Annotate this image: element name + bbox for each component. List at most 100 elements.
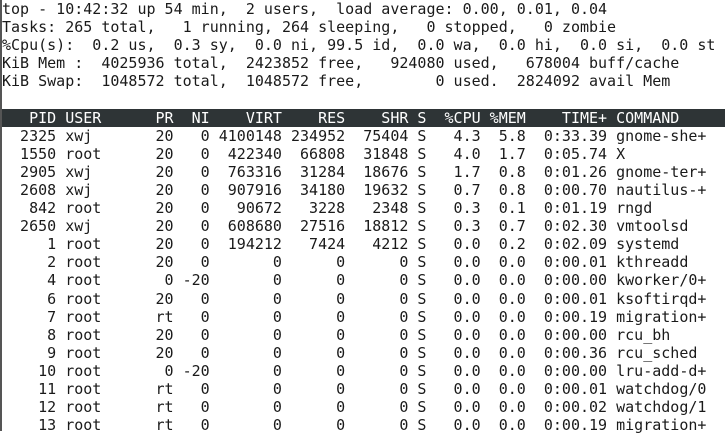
cell-time: 0:33.39 (525, 126, 608, 145)
cell-cpu: 0.0 (426, 398, 481, 417)
cell-virt: 907916 (209, 180, 282, 199)
process-row: 2905 xwj 20 0 763316 31284 18676 S 1.7 0… (2, 163, 725, 181)
cell-pid: 6 (2, 289, 57, 308)
cell-virt: 194212 (209, 235, 282, 254)
cell-pid: 8 (2, 325, 57, 344)
cell-res: 0 (281, 271, 346, 290)
cell-ni: 0 (173, 398, 210, 417)
cell-cpu: 0.0 (426, 253, 481, 272)
cell-res: 3228 (281, 199, 346, 218)
cell-mem: 0.1 (480, 199, 526, 218)
cell-shr: 0 (345, 307, 409, 326)
process-row: 10 root 0 -20 0 0 0 S 0.0 0.0 0:00.00 lr… (2, 362, 725, 380)
cell-pr: rt (137, 398, 174, 417)
cell-user: root (56, 325, 138, 344)
cell-pid: 2325 (2, 126, 57, 145)
cell-time: 0:02.09 (525, 235, 608, 254)
cell-res: 0 (281, 343, 346, 362)
cell-pr: 0 (137, 271, 174, 290)
cell-time: 0:00.19 (525, 416, 608, 434)
cell-state: S (408, 253, 427, 272)
cell-ni: 0 (173, 307, 210, 326)
cell-mem: 1.7 (480, 144, 526, 163)
process-row: 13 root rt 0 0 0 0 S 0.0 0.0 0:00.19 mig… (2, 416, 725, 434)
cell-ni: 0 (173, 416, 210, 434)
cell-ni: 0 (173, 162, 210, 181)
column-header-res: RES (281, 108, 346, 127)
cell-user: root (56, 343, 138, 362)
cell-pid: 11 (2, 379, 57, 398)
cell-pr: 20 (137, 325, 174, 344)
cell-pr: 20 (137, 199, 174, 218)
cell-user: root (56, 361, 138, 380)
cell-mem: 0.0 (480, 343, 526, 362)
cell-virt: 0 (209, 379, 282, 398)
cell-pid: 1550 (2, 144, 57, 163)
cell-virt: 0 (209, 307, 282, 326)
cell-shr: 0 (345, 416, 409, 434)
process-row: 842 root 20 0 90672 3228 2348 S 0.3 0.1 … (2, 199, 725, 217)
process-row: 1550 root 20 0 422340 66808 31848 S 4.0 … (2, 145, 725, 163)
cell-state: S (408, 416, 427, 434)
cell-ni: -20 (173, 361, 210, 380)
cell-user: root (56, 271, 138, 290)
mem-line: KiB Mem : 4025936 total, 2423852 free, 9… (2, 54, 680, 73)
cell-cpu: 4.0 (426, 144, 481, 163)
cell-mem: 0.0 (480, 416, 526, 434)
cell-cpu: 0.0 (426, 307, 481, 326)
cell-ni: 0 (173, 379, 210, 398)
cell-time: 0:02.30 (525, 217, 608, 236)
cell-pid: 842 (2, 199, 57, 218)
cell-mem: 0.2 (480, 235, 526, 254)
cell-command: ksoftirqd+ (607, 289, 707, 308)
process-row: 9 root 20 0 0 0 0 S 0.0 0.0 0:00.36 rcu_… (2, 344, 725, 362)
process-row: 11 root rt 0 0 0 0 S 0.0 0.0 0:00.01 wat… (2, 380, 725, 398)
cell-state: S (408, 162, 427, 181)
cell-user: root (56, 144, 138, 163)
cell-mem: 0.0 (480, 307, 526, 326)
process-row: 4 root 0 -20 0 0 0 S 0.0 0.0 0:00.00 kwo… (2, 271, 725, 289)
cell-ni: 0 (173, 235, 210, 254)
cell-pr: 20 (137, 126, 174, 145)
cell-shr: 0 (345, 343, 409, 362)
cell-res: 7424 (281, 235, 346, 254)
cell-user: xwj (56, 180, 138, 199)
tasks-line: Tasks: 265 total, 1 running, 264 sleepin… (2, 18, 617, 37)
cell-time: 0:01.19 (525, 199, 608, 218)
cell-command: X (607, 144, 626, 163)
cell-pid: 4 (2, 271, 57, 290)
cell-res: 0 (281, 307, 346, 326)
process-table: 2325 xwj 20 0 4100148 234952 75404 S 4.3… (2, 127, 725, 434)
cell-pr: rt (137, 379, 174, 398)
swap-line: KiB Swap: 1048572 total, 1048572 free, 0… (2, 72, 671, 91)
cell-cpu: 0.0 (426, 361, 481, 380)
column-header-ni: NI (173, 108, 210, 127)
cell-cpu: 0.0 (426, 271, 481, 290)
cell-state: S (408, 199, 427, 218)
cell-virt: 0 (209, 361, 282, 380)
cell-user: root (56, 235, 138, 254)
column-header-state: S (408, 108, 427, 127)
cell-pr: 20 (137, 217, 174, 236)
cell-state: S (408, 217, 427, 236)
cell-time: 0:00.19 (525, 307, 608, 326)
cell-state: S (408, 289, 427, 308)
cell-shr: 0 (345, 253, 409, 272)
cell-shr: 75404 (345, 126, 409, 145)
cell-virt: 4100148 (209, 126, 282, 145)
cpu-line: %Cpu(s): 0.2 us, 0.3 sy, 0.0 ni, 99.5 id… (2, 36, 716, 55)
cell-cpu: 0.0 (426, 379, 481, 398)
uptime-line: top - 10:42:32 up 54 min, 2 users, load … (2, 0, 608, 18)
cell-res: 0 (281, 416, 346, 434)
cell-user: root (56, 398, 138, 417)
cell-time: 0:00.00 (525, 361, 608, 380)
cell-pr: 20 (137, 289, 174, 308)
column-header-command: COMMAND (607, 108, 680, 127)
cell-time: 0:00.01 (525, 289, 608, 308)
cell-state: S (408, 379, 427, 398)
cell-cpu: 0.0 (426, 416, 481, 434)
cell-ni: 0 (173, 126, 210, 145)
cell-virt: 90672 (209, 199, 282, 218)
cell-cpu: 0.0 (426, 343, 481, 362)
